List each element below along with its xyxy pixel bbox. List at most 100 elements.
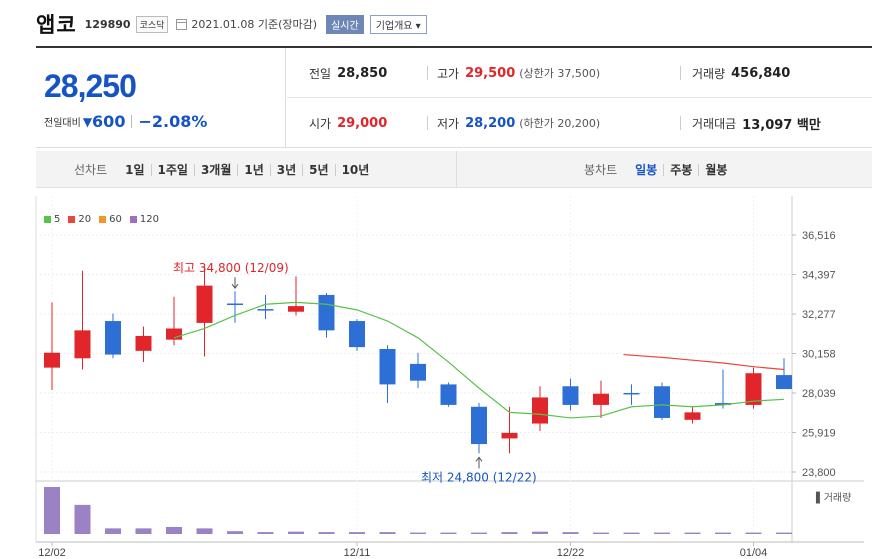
volume-bar	[318, 532, 335, 534]
trade-amount: 거래대금 13,097 백만	[692, 98, 821, 148]
candle-body	[776, 375, 792, 390]
volume-bar	[654, 532, 670, 534]
y-tick-label: 28,039	[802, 388, 836, 400]
volume-bar	[135, 528, 152, 534]
candle-weekly[interactable]: 주봉	[663, 163, 698, 176]
divider	[680, 116, 681, 130]
legend-ma5: 5	[44, 214, 60, 225]
candle-body	[105, 321, 121, 355]
legend-ma60: 60	[99, 214, 122, 225]
amount-label: 거래대금	[692, 116, 737, 131]
price-summary: 28,250 전일대비 ▼ 600 −2.08% 전일 28,850 고가 29…	[36, 46, 872, 148]
volume-bar	[410, 532, 426, 534]
candle-body	[471, 406, 487, 445]
candle-body	[440, 384, 457, 405]
volume-bar	[166, 526, 182, 534]
candle-body	[196, 285, 213, 323]
market-badge: 코스닥	[135, 15, 169, 33]
toolbar-divider	[456, 151, 457, 188]
ma5-line	[173, 301, 785, 419]
divider	[427, 66, 428, 80]
candle-chart-label: 봉차트	[584, 163, 618, 177]
candle-body	[410, 363, 426, 381]
period-5y[interactable]: 5년	[302, 163, 334, 176]
stock-header: 앱코 129890 코스닥 2021.01.08 기준(장마감) 실시간 기업개…	[36, 8, 427, 40]
change-value: 600	[92, 112, 126, 131]
candle-body	[288, 306, 304, 312]
candle-body	[166, 328, 182, 340]
low-value: 28,200	[465, 115, 516, 131]
low-arrow-head	[475, 456, 483, 462]
candle-body	[593, 393, 609, 405]
y-tick-label: 32,277	[802, 309, 836, 321]
low-price: 저가 28,200 (하한가 20,200)	[437, 98, 600, 148]
prev-close-label: 전일	[309, 66, 332, 81]
candle-body	[684, 412, 701, 420]
ma20-line	[623, 353, 785, 371]
open-label: 시가	[309, 116, 332, 131]
volume-bar	[349, 532, 365, 534]
volume-value: 456,840	[731, 65, 791, 81]
volume-bar	[471, 532, 487, 534]
low-label: 저가	[437, 116, 460, 131]
candle-body	[532, 397, 548, 424]
volume-bar	[745, 532, 762, 534]
volume: 거래량 456,840	[692, 48, 790, 98]
period-1w[interactable]: 1주일	[150, 163, 194, 176]
open-value: 29,000	[337, 115, 388, 131]
volume-bar	[44, 487, 60, 534]
legend-ma120: 120	[129, 214, 159, 225]
volume-label: ▌거래량	[815, 491, 851, 504]
high-label: 고가	[437, 66, 460, 81]
line-chart-periods: 선차트 1일 1주일 3개월 1년 3년 5년 10년	[74, 151, 375, 188]
period-3m[interactable]: 3개월	[193, 163, 237, 176]
volume-bar	[684, 532, 701, 534]
x-tick-label: 12/11	[344, 547, 371, 559]
period-10y[interactable]: 10년	[334, 163, 376, 176]
divider	[427, 116, 428, 130]
y-tick-label: 23,800	[802, 467, 836, 479]
high-value: 29,500	[465, 65, 516, 81]
stock-code: 129890	[84, 17, 131, 31]
candle-body	[318, 294, 335, 331]
y-tick-label: 34,397	[802, 269, 836, 281]
volume-bar	[105, 528, 121, 534]
price-chart: 5 20 60 120 36,516 34,397 32,277 30,158 28,0…	[0, 196, 874, 559]
period-1d[interactable]: 1일	[125, 162, 145, 177]
info-row: 전일 28,850 고가 29,500 (상한가 37,500) 거래량 456…	[287, 48, 872, 98]
volume-bar	[623, 532, 640, 534]
volume-bar	[74, 504, 91, 534]
period-3y[interactable]: 3년	[269, 163, 302, 176]
legend-ma20: 20	[68, 214, 91, 225]
volume-bar	[227, 531, 243, 534]
candle-body	[135, 335, 152, 351]
candlestick-chart[interactable]: 36,516 34,397 32,277 30,158 28,039 25,919 23,8…	[0, 196, 874, 559]
company-info-dropdown[interactable]: 기업개요 ▾	[369, 14, 427, 34]
current-price: 28,250	[44, 68, 137, 104]
volume-bar	[776, 532, 792, 534]
y-tick-label: 25,919	[802, 428, 836, 440]
volume-bar	[501, 532, 518, 534]
period-1y[interactable]: 1년	[237, 163, 269, 176]
prev-close: 전일 28,850	[309, 48, 387, 98]
candle-body	[501, 432, 518, 439]
low-annotation: 최저 24,800 (12/22)	[421, 470, 537, 484]
candle-daily[interactable]: 일봉	[635, 162, 658, 177]
x-tick-label: 01/04	[740, 547, 768, 559]
candle-body	[715, 403, 731, 405]
y-tick-label: 36,516	[802, 230, 836, 242]
realtime-button[interactable]: 실시간	[326, 14, 364, 34]
candle-monthly[interactable]: 월봉	[698, 163, 733, 176]
price-info-grid: 전일 28,850 고가 29,500 (상한가 37,500) 거래량 456…	[287, 48, 872, 148]
volume-bar	[288, 531, 304, 534]
down-arrow-icon: ▼	[82, 114, 93, 129]
volume-bar	[715, 532, 731, 534]
info-row: 시가 29,000 저가 28,200 (하한가 20,200) 거래대금 13…	[287, 98, 872, 148]
change-percent: −2.08%	[138, 112, 208, 131]
volume-bar	[532, 531, 548, 534]
volume-bar	[257, 532, 274, 534]
candle-body	[379, 348, 396, 385]
high-annotation: 최고 34,800 (12/09)	[173, 261, 289, 275]
change-row: 전일대비 ▼ 600 −2.08%	[44, 112, 207, 131]
as-of-date: 2021.01.08 기준(장마감)	[191, 18, 318, 31]
